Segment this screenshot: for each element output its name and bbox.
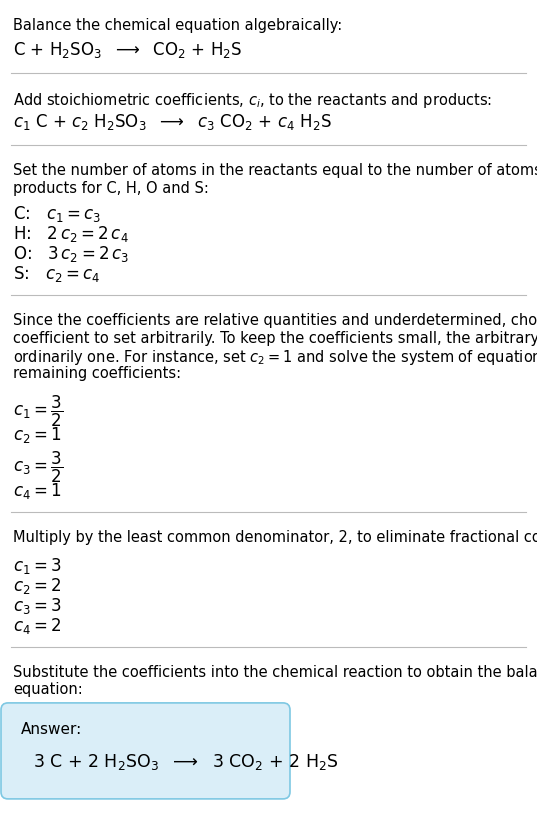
Text: ordinarily one. For instance, set $c_2 = 1$ and solve the system of equations fo: ordinarily one. For instance, set $c_2 =…	[13, 348, 537, 367]
Text: Since the coefficients are relative quantities and underdetermined, choose a: Since the coefficients are relative quan…	[13, 313, 537, 328]
Text: coefficient to set arbitrarily. To keep the coefficients small, the arbitrary va: coefficient to set arbitrarily. To keep …	[13, 331, 537, 346]
Text: $c_2 = 2$: $c_2 = 2$	[13, 575, 61, 596]
Text: Add stoichiometric coefficients, $c_i$, to the reactants and products:: Add stoichiometric coefficients, $c_i$, …	[13, 90, 492, 110]
Text: H:   $2\,c_2 = 2\,c_4$: H: $2\,c_2 = 2\,c_4$	[13, 225, 129, 244]
Text: products for C, H, O and S:: products for C, H, O and S:	[13, 181, 209, 196]
Text: $c_3 = 3$: $c_3 = 3$	[13, 596, 62, 616]
Text: C + H$_2$SO$_3$  $\longrightarrow$  CO$_2$ + H$_2$S: C + H$_2$SO$_3$ $\longrightarrow$ CO$_2$…	[13, 40, 242, 59]
Text: $c_1 = \dfrac{3}{2}$: $c_1 = \dfrac{3}{2}$	[13, 393, 63, 429]
Text: Balance the chemical equation algebraically:: Balance the chemical equation algebraica…	[13, 18, 342, 33]
Text: Set the number of atoms in the reactants equal to the number of atoms in the: Set the number of atoms in the reactants…	[13, 164, 537, 178]
Text: equation:: equation:	[13, 682, 83, 698]
Text: Substitute the coefficients into the chemical reaction to obtain the balanced: Substitute the coefficients into the che…	[13, 665, 537, 680]
Text: $c_1 = 3$: $c_1 = 3$	[13, 556, 62, 575]
Text: Multiply by the least common denominator, 2, to eliminate fractional coefficient: Multiply by the least common denominator…	[13, 531, 537, 545]
Text: 3 C + 2 H$_2$SO$_3$  $\longrightarrow$  3 CO$_2$ + 2 H$_2$S: 3 C + 2 H$_2$SO$_3$ $\longrightarrow$ 3 …	[33, 752, 339, 772]
Text: O:   $3\,c_2 = 2\,c_3$: O: $3\,c_2 = 2\,c_3$	[13, 244, 129, 265]
Text: S:   $c_2 = c_4$: S: $c_2 = c_4$	[13, 265, 100, 284]
Text: $c_2 = 1$: $c_2 = 1$	[13, 426, 62, 445]
Text: C:   $c_1 = c_3$: C: $c_1 = c_3$	[13, 204, 101, 225]
Text: remaining coefficients:: remaining coefficients:	[13, 366, 181, 381]
FancyBboxPatch shape	[1, 703, 290, 799]
Text: $c_4 = 2$: $c_4 = 2$	[13, 616, 61, 636]
Text: $c_4 = 1$: $c_4 = 1$	[13, 481, 62, 501]
Text: Answer:: Answer:	[21, 722, 82, 737]
Text: $c_1$ C + $c_2$ H$_2$SO$_3$  $\longrightarrow$  $c_3$ CO$_2$ + $c_4$ H$_2$S: $c_1$ C + $c_2$ H$_2$SO$_3$ $\longrighta…	[13, 112, 332, 132]
Text: $c_3 = \dfrac{3}{2}$: $c_3 = \dfrac{3}{2}$	[13, 449, 63, 484]
